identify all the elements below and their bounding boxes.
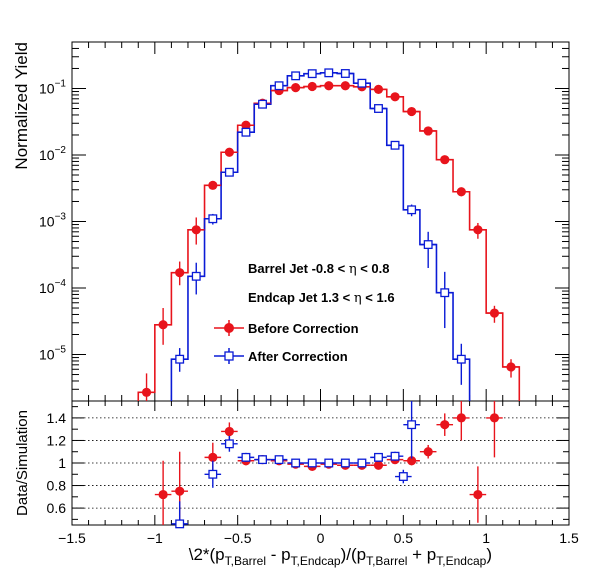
data-point-after bbox=[241, 127, 251, 137]
x-tick-label: 1.5 bbox=[559, 530, 579, 546]
ratio-point-after bbox=[274, 455, 284, 465]
top-y-tick-label: 10−1 bbox=[39, 78, 66, 96]
ratio-point-before bbox=[473, 489, 483, 500]
ratio-y-axis-label: Data/Simulation bbox=[14, 410, 31, 516]
barrel-jet-annotation: Barrel Jet -0.8 < η < 0.8 bbox=[248, 261, 390, 277]
x-tick-label: 1 bbox=[482, 530, 490, 546]
data-point-after bbox=[357, 78, 367, 88]
ratio-y-tick-label: 1 bbox=[58, 455, 66, 471]
top-y-tick-label: 10−4 bbox=[39, 278, 66, 296]
data-point-after bbox=[258, 99, 267, 109]
data-point-after bbox=[407, 205, 417, 215]
ratio-point-before bbox=[373, 460, 384, 470]
legend-marker-before bbox=[224, 323, 234, 333]
top-y-tick-label: 10−5 bbox=[39, 345, 66, 363]
data-point-before bbox=[489, 308, 500, 318]
top-panel-axes: 10−5 10−4 10−3 10−2 10−1 bbox=[39, 41, 570, 402]
data-point-before bbox=[307, 81, 317, 92]
legend-entry-before-correction: Before Correction bbox=[214, 320, 359, 336]
x-axis-label: \2*(pT,Barrel - pT,Endcap)/(pT,Barrel + … bbox=[189, 545, 492, 568]
ratio-point-before bbox=[440, 420, 450, 430]
ratio-data-points bbox=[154, 401, 503, 529]
ratio-point-after bbox=[340, 458, 350, 468]
ratio-point-after bbox=[175, 519, 185, 529]
data-point-after bbox=[208, 214, 218, 224]
data-point-after bbox=[423, 240, 433, 250]
data-point-after bbox=[390, 140, 400, 150]
data-point-after bbox=[440, 288, 450, 298]
legend-label-after: After Correction bbox=[248, 349, 348, 364]
ratio-point-before bbox=[158, 489, 168, 500]
ratio-point-before bbox=[407, 456, 417, 466]
data-point-after bbox=[307, 69, 317, 79]
endcap-jet-annotation: Endcap Jet 1.3 < η < 1.6 bbox=[248, 290, 395, 306]
ratio-y-tick-label: 1.4 bbox=[47, 410, 67, 426]
top-y-tick-label: 10−2 bbox=[39, 145, 66, 163]
data-point-before bbox=[506, 362, 516, 372]
ratio-point-before bbox=[456, 413, 466, 423]
x-tick-label: 0 bbox=[317, 530, 325, 546]
top-y-tick-label: 10−3 bbox=[39, 212, 66, 230]
data-point-before bbox=[241, 120, 251, 130]
ratio-point-after bbox=[241, 452, 251, 462]
ratio-point-before bbox=[208, 452, 218, 462]
data-point-before bbox=[390, 92, 400, 102]
x-tick-label: −1.5 bbox=[58, 530, 86, 546]
data-point-after bbox=[175, 354, 185, 364]
data-point-before bbox=[158, 320, 168, 330]
x-tick-label: 0.5 bbox=[394, 530, 414, 546]
data-point-before bbox=[175, 268, 185, 278]
data-point-before bbox=[456, 187, 466, 197]
ratio-y-tick-label: 0.8 bbox=[47, 478, 67, 494]
data-point-before bbox=[440, 155, 450, 165]
ratio-point-before bbox=[423, 447, 433, 457]
data-point-before bbox=[141, 387, 152, 397]
legend: Before Correction After Correction bbox=[214, 320, 359, 364]
ratio-point-after bbox=[224, 439, 234, 449]
x-tick-label: −1 bbox=[147, 530, 163, 546]
data-point-after bbox=[191, 271, 201, 281]
ratio-panel-axes: −1.5 −1 −0.5 0 0.5 1 1.5 0.6 0.8 1 1.2 1.4 bbox=[47, 401, 579, 546]
ratio-point-after bbox=[291, 458, 301, 468]
data-point-before bbox=[473, 225, 483, 235]
top-plot-frame bbox=[71, 41, 570, 402]
ratio-point-after bbox=[374, 452, 383, 462]
legend-marker-after bbox=[224, 351, 234, 361]
data-point-after bbox=[291, 71, 301, 81]
ratio-point-after bbox=[407, 420, 417, 430]
legend-entry-after-correction: After Correction bbox=[214, 348, 348, 364]
data-point-before bbox=[208, 180, 218, 190]
ratio-point-after bbox=[258, 455, 267, 465]
data-point-after bbox=[374, 104, 383, 113]
data-point-before bbox=[224, 147, 234, 157]
x-tick-label: −0.5 bbox=[224, 530, 252, 546]
data-point-after bbox=[456, 354, 466, 364]
ratio-point-after bbox=[398, 472, 408, 481]
data-point-after bbox=[224, 167, 234, 177]
data-point-before bbox=[423, 126, 433, 136]
data-point-after bbox=[324, 68, 334, 78]
top-y-axis-label: Normalized Yield bbox=[12, 42, 31, 170]
ratio-point-before bbox=[224, 426, 234, 437]
ratio-point-before bbox=[489, 413, 500, 423]
data-point-after bbox=[340, 69, 350, 78]
ratio-point-after bbox=[307, 458, 317, 468]
legend-label-before: Before Correction bbox=[248, 321, 359, 336]
ratio-point-before bbox=[175, 486, 185, 496]
top-data-points bbox=[138, 68, 520, 401]
data-point-before bbox=[373, 84, 384, 94]
ratio-point-after bbox=[208, 469, 218, 479]
data-point-before bbox=[324, 81, 334, 91]
ratio-point-after bbox=[324, 458, 334, 468]
ratio-y-tick-label: 0.6 bbox=[47, 500, 67, 516]
ratio-y-tick-label: 1.2 bbox=[47, 432, 67, 448]
ratio-point-after bbox=[390, 451, 400, 461]
data-point-before bbox=[191, 225, 201, 235]
data-point-before bbox=[407, 106, 417, 117]
data-point-before bbox=[291, 83, 301, 93]
data-point-after bbox=[274, 81, 284, 91]
ratio-point-after bbox=[357, 458, 367, 468]
data-point-before bbox=[340, 81, 350, 91]
